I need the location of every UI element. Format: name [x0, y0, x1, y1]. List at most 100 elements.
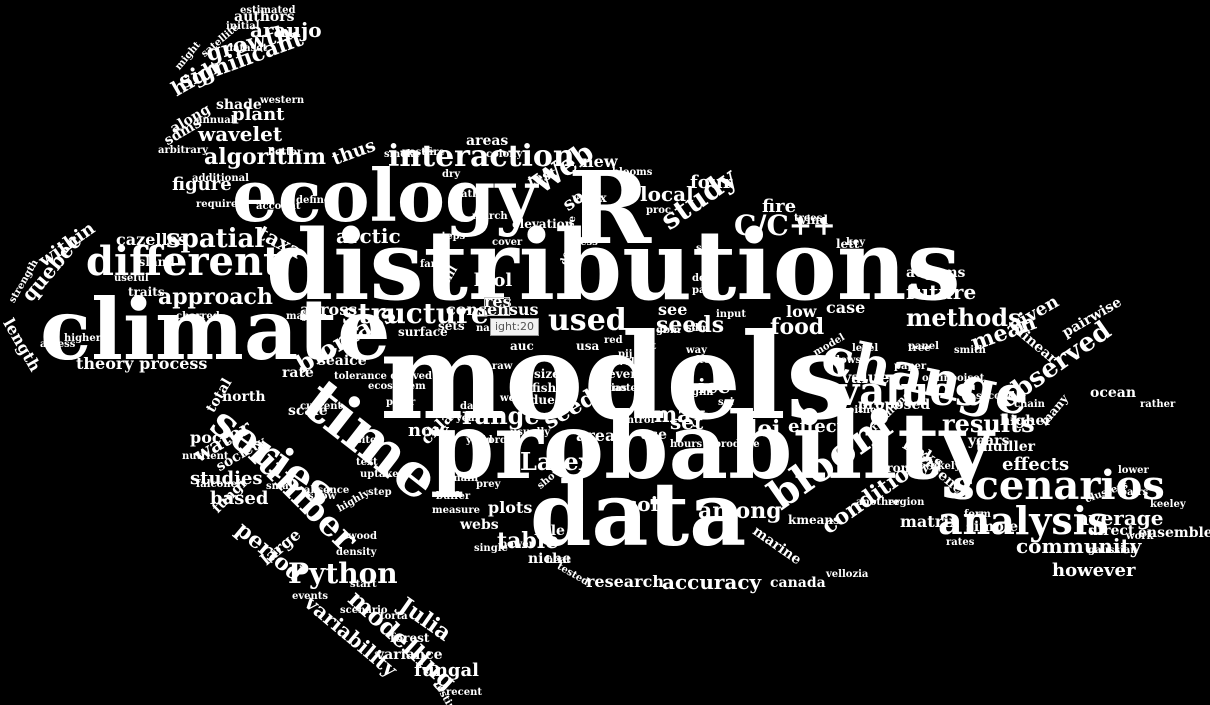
word-gaussian[interactable]: gaussian: [1088, 545, 1138, 556]
word-postfire[interactable]: postfire: [402, 147, 445, 158]
word-sci[interactable]: sci: [718, 397, 734, 408]
word-matrix[interactable]: matrix: [900, 512, 959, 531]
word-often[interactable]: often: [688, 355, 718, 366]
word-density[interactable]: density: [336, 547, 377, 558]
word-even[interactable]: even: [608, 367, 639, 381]
word-cover[interactable]: cover: [492, 237, 523, 248]
word-soc[interactable]: soc: [696, 243, 715, 254]
word-direct[interactable]: direct: [1088, 523, 1135, 539]
word-defined[interactable]: defined: [296, 195, 338, 206]
word-size[interactable]: size: [534, 367, 560, 381]
word-part[interactable]: part: [692, 285, 716, 296]
word-second[interactable]: second: [976, 391, 1016, 402]
word-values[interactable]: values: [836, 368, 978, 415]
word-form[interactable]: form: [964, 509, 991, 520]
word-single[interactable]: single: [474, 543, 508, 554]
word-scale[interactable]: scale: [288, 403, 328, 419]
word-interaction[interactable]: interaction: [388, 139, 575, 174]
word-another[interactable]: another: [856, 497, 900, 508]
word-plots[interactable]: plots: [488, 498, 533, 517]
word-pocc[interactable]: pocc: [190, 428, 232, 447]
word-show[interactable]: show: [308, 491, 337, 502]
word-average[interactable]: average: [1076, 506, 1164, 530]
word-steps[interactable]: steps: [436, 231, 466, 242]
word-spatial[interactable]: spatial: [166, 224, 265, 254]
word-pairs[interactable]: pairs: [1120, 487, 1149, 498]
word-auc[interactable]: auc: [510, 339, 534, 353]
word-march[interactable]: march: [472, 211, 508, 222]
word-glm[interactable]: glm: [692, 387, 714, 398]
word-sets[interactable]: sets: [438, 319, 465, 333]
word-now[interactable]: now: [408, 420, 449, 441]
word-pij[interactable]: pij: [618, 349, 633, 360]
word-range[interactable]: range: [462, 401, 540, 430]
word-however[interactable]: however: [1052, 560, 1136, 581]
word-order[interactable]: order: [488, 435, 519, 446]
word-area[interactable]: area: [576, 426, 616, 445]
word-may[interactable]: may: [654, 402, 705, 428]
word-path[interactable]: path: [454, 189, 480, 200]
word-press[interactable]: press: [568, 237, 598, 248]
word-rather[interactable]: rather: [1140, 399, 1176, 410]
word-usa[interactable]: usa: [576, 339, 600, 353]
word-dry[interactable]: dry: [442, 169, 461, 180]
word-requires[interactable]: requires: [196, 199, 243, 210]
word-consensus[interactable]: consensus: [446, 300, 539, 319]
word-power[interactable]: power: [500, 539, 534, 550]
word-different[interactable]: different: [86, 238, 282, 285]
word-region[interactable]: region: [888, 497, 925, 508]
word-input[interactable]: input: [716, 309, 746, 320]
word-research[interactable]: research: [586, 572, 664, 591]
word-either[interactable]: either: [848, 405, 882, 416]
word-rate[interactable]: rate: [282, 365, 314, 381]
word-north[interactable]: north: [222, 389, 266, 405]
word-ensemble[interactable]: ensemble: [1138, 525, 1210, 541]
word-soil[interactable]: soil: [626, 492, 666, 516]
word-across[interactable]: across: [300, 300, 358, 319]
word-hours[interactable]: hours: [670, 439, 703, 450]
word-western[interactable]: western: [260, 95, 305, 106]
word-models[interactable]: models: [380, 307, 853, 446]
word-scenario[interactable]: scenario: [340, 605, 388, 616]
word-way[interactable]: way: [686, 345, 707, 356]
word-community[interactable]: community: [1016, 534, 1142, 558]
word-niche[interactable]: niche: [528, 551, 572, 567]
word-figure[interactable]: figure: [172, 174, 232, 195]
word-raw[interactable]: raw: [492, 361, 513, 372]
word-scenarios[interactable]: scenarios: [952, 462, 1165, 509]
word-forest[interactable]: forest: [390, 631, 430, 645]
word-many[interactable]: many: [1037, 391, 1072, 429]
word-charred[interactable]: charred: [176, 311, 220, 322]
word-key[interactable]: key: [846, 237, 866, 248]
word-methods[interactable]: methods: [906, 303, 1022, 332]
word-four[interactable]: four: [690, 172, 733, 193]
word-falconer[interactable]: falconer: [196, 479, 243, 490]
word-canada[interactable]: canada: [770, 575, 826, 591]
word-major[interactable]: major: [286, 311, 319, 322]
word-prey[interactable]: prey: [476, 479, 501, 490]
word-estimated[interactable]: estimated: [240, 5, 296, 16]
word-buffer[interactable]: buffer: [436, 491, 471, 502]
word-kmeans[interactable]: kmeans: [788, 513, 840, 527]
word-among[interactable]: among: [698, 498, 782, 524]
word-uptake[interactable]: uptake: [360, 469, 399, 480]
word-tolerance-derived[interactable]: tolerance derived: [334, 371, 432, 382]
word-structure[interactable]: structure: [342, 297, 489, 330]
word-effects[interactable]: effects: [1002, 454, 1070, 475]
word-colony[interactable]: colony: [486, 149, 523, 160]
word-climate[interactable]: climate: [40, 280, 391, 379]
word-distributions[interactable]: distributions: [266, 209, 961, 322]
word-allows[interactable]: allows: [826, 355, 861, 366]
word-evol[interactable]: evol: [612, 357, 635, 368]
word-araujo[interactable]: araujo: [250, 18, 322, 42]
word-year[interactable]: year: [456, 413, 480, 424]
word-cazelles[interactable]: cazelles: [116, 230, 187, 249]
word-wind[interactable]: wind: [796, 213, 829, 227]
word-text[interactable]: text: [356, 457, 378, 468]
word-blooms[interactable]: blooms: [612, 167, 653, 178]
word-authors[interactable]: authors: [234, 9, 295, 25]
word-trees[interactable]: trees: [794, 213, 823, 224]
word-torta[interactable]: torta: [380, 611, 408, 622]
word-latex[interactable]: Latex: [520, 447, 594, 476]
word-value[interactable]: value: [842, 368, 890, 387]
